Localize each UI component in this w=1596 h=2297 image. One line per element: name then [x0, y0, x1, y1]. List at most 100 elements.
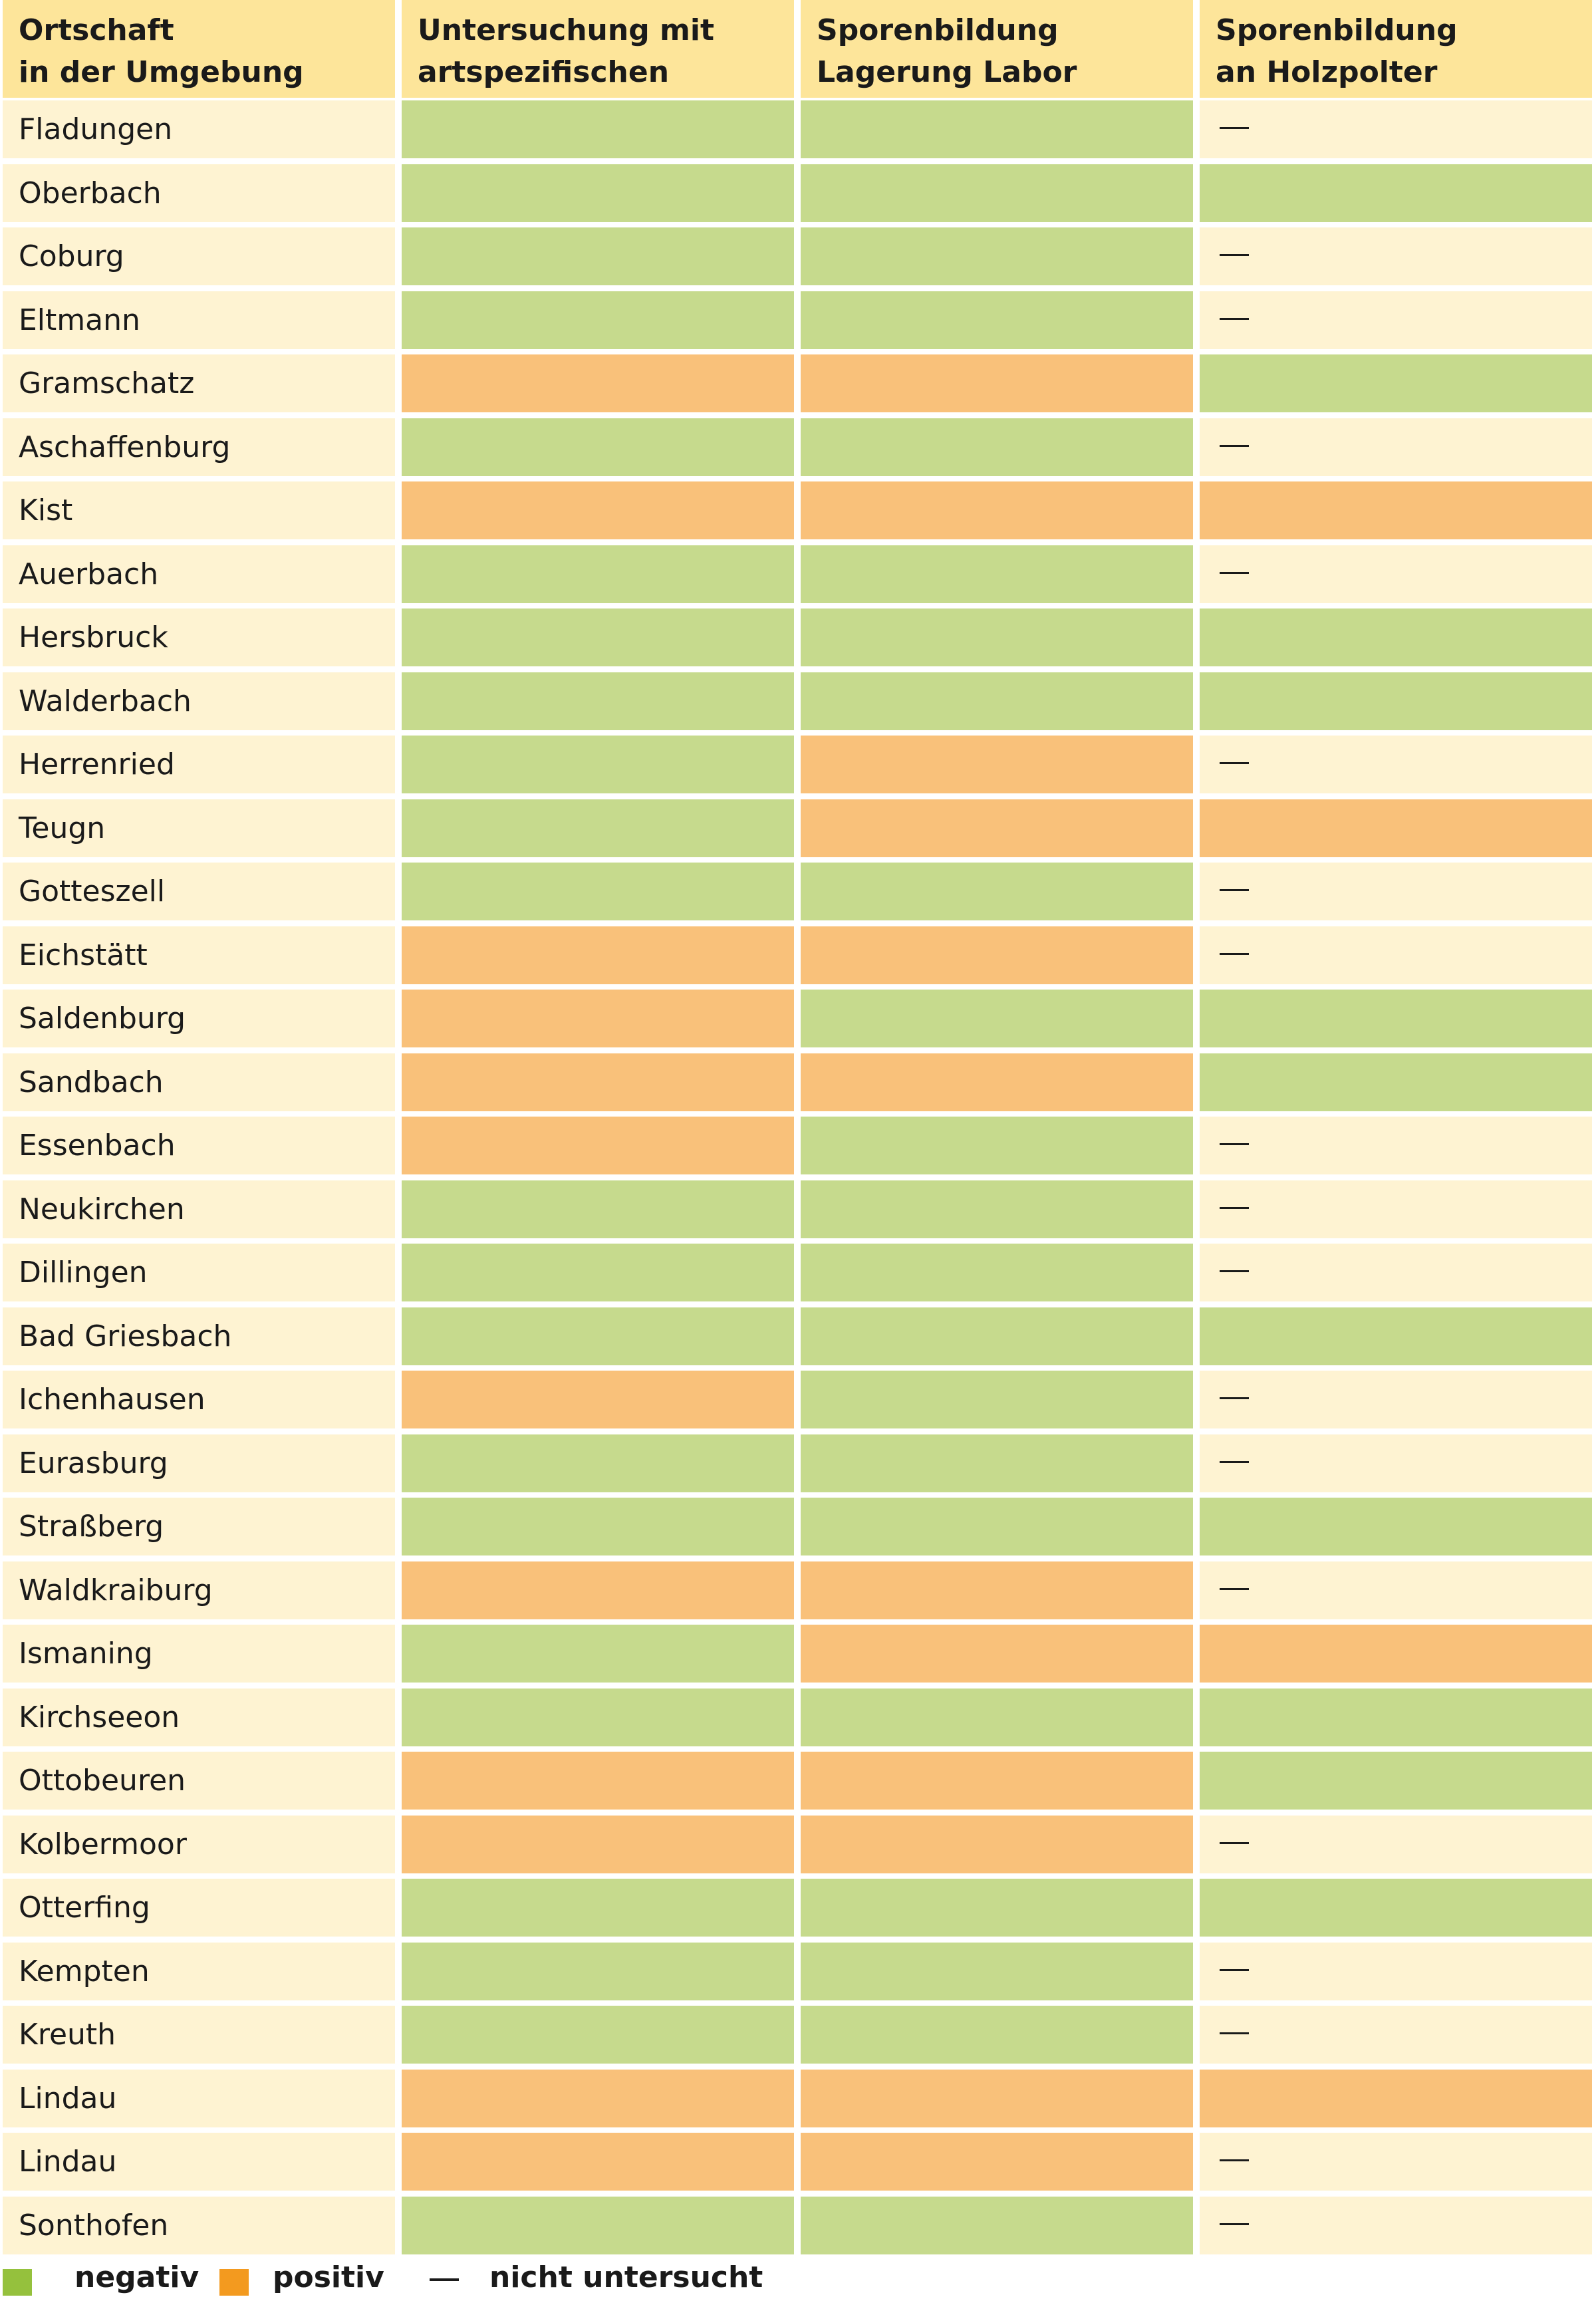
result-cell-positiv: [402, 926, 794, 984]
result-cell-negativ: [402, 736, 794, 793]
legend-negativ-swatch: [3, 2269, 32, 2296]
result-cell-negativ: [1200, 1688, 1592, 1746]
legend-positiv-swatch: [219, 2269, 249, 2296]
result-cell-nicht-untersucht: [1200, 418, 1592, 476]
row-location-name: Waldkraiburg: [3, 1561, 395, 1619]
legend-na-label: nicht untersucht: [489, 2260, 763, 2294]
result-cell-negativ: [402, 1879, 794, 1937]
row-location-name: Gotteszell: [3, 863, 395, 920]
result-cell-positiv: [801, 354, 1193, 412]
result-cell-negativ: [402, 164, 794, 222]
result-cell-negativ: [1200, 1879, 1592, 1937]
row-location-name: Eurasburg: [3, 1434, 395, 1492]
result-cell-positiv: [402, 354, 794, 412]
result-cell-nicht-untersucht: [1200, 1942, 1592, 2000]
result-cell-nicht-untersucht: [1200, 1180, 1592, 1238]
result-cell-negativ: [1200, 1498, 1592, 1555]
result-cell-nicht-untersucht: [1200, 736, 1592, 793]
result-cell-positiv: [402, 1815, 794, 1873]
not-examined-dash-icon: [1220, 952, 1249, 955]
result-cell-nicht-untersucht: [1200, 100, 1592, 158]
result-cell-negativ: [402, 1307, 794, 1365]
row-location-name: Straßberg: [3, 1498, 395, 1555]
result-cell-negativ: [402, 2006, 794, 2064]
result-cell-positiv: [402, 2133, 794, 2191]
result-cell-nicht-untersucht: [1200, 2006, 1592, 2064]
result-cell-positiv: [801, 1561, 1193, 1619]
result-cell-negativ: [801, 1117, 1193, 1174]
not-examined-dash-icon: [1220, 444, 1249, 447]
not-examined-dash-icon: [1220, 2223, 1249, 2225]
result-cell-negativ: [1200, 354, 1592, 412]
result-cell-positiv: [801, 1815, 1193, 1873]
row-location-name: Kolbermoor: [3, 1815, 395, 1873]
row-location-name: Sandbach: [3, 1053, 395, 1111]
not-examined-dash-icon: [1220, 317, 1249, 320]
result-cell-positiv: [1200, 481, 1592, 539]
row-location-name: Auerbach: [3, 545, 395, 603]
row-location-name: Kist: [3, 481, 395, 539]
header-sporenbildung-holzpolter: Sporenbildung an Holzpolter: [1200, 0, 1592, 98]
not-examined-dash-icon: [1220, 1587, 1249, 1590]
row-location-name: Teugn: [3, 799, 395, 857]
result-cell-nicht-untersucht: [1200, 863, 1592, 920]
legend: negativ positiv nicht untersucht: [0, 2258, 1596, 2297]
result-cell-positiv: [402, 2069, 794, 2127]
result-cell-positiv: [1200, 799, 1592, 857]
row-location-name: Neukirchen: [3, 1180, 395, 1238]
result-cell-nicht-untersucht: [1200, 1434, 1592, 1492]
not-examined-dash-icon: [1220, 889, 1249, 891]
result-cell-positiv: [801, 2133, 1193, 2191]
result-cell-positiv: [402, 1561, 794, 1619]
result-cell-negativ: [801, 672, 1193, 730]
result-cell-positiv: [801, 1625, 1193, 1683]
not-examined-dash-icon: [1220, 1206, 1249, 1209]
result-cell-negativ: [402, 227, 794, 285]
row-location-name: Essenbach: [3, 1117, 395, 1174]
row-location-name: Dillingen: [3, 1244, 395, 1301]
row-location-name: Ichenhausen: [3, 1371, 395, 1428]
row-location-name: Eichstätt: [3, 926, 395, 984]
row-location-name: Lindau: [3, 2069, 395, 2127]
row-location-name: Kirchseeon: [3, 1688, 395, 1746]
legend-na-dash-icon: [430, 2278, 459, 2281]
result-cell-positiv: [801, 736, 1193, 793]
result-cell-negativ: [801, 1688, 1193, 1746]
not-examined-dash-icon: [1220, 1841, 1249, 1844]
result-cell-negativ: [801, 990, 1193, 1047]
result-cell-nicht-untersucht: [1200, 1561, 1592, 1619]
result-cell-negativ: [402, 1434, 794, 1492]
row-location-name: Coburg: [3, 227, 395, 285]
result-cell-negativ: [801, 1879, 1193, 1937]
row-location-name: Ottobeuren: [3, 1752, 395, 1810]
result-cell-negativ: [1200, 1053, 1592, 1111]
header-primer-test: Untersuchung mit artspezifischen Primern: [402, 0, 794, 131]
row-location-name: Eltmann: [3, 291, 395, 349]
result-cell-positiv: [801, 799, 1193, 857]
row-location-name: Sonthofen: [3, 2196, 395, 2254]
result-cell-negativ: [402, 608, 794, 666]
result-cell-nicht-untersucht: [1200, 291, 1592, 349]
result-cell-nicht-untersucht: [1200, 2196, 1592, 2254]
not-examined-dash-icon: [1220, 762, 1249, 764]
result-cell-nicht-untersucht: [1200, 227, 1592, 285]
result-cell-positiv: [801, 2069, 1193, 2127]
result-cell-nicht-untersucht: [1200, 1244, 1592, 1301]
result-cell-negativ: [801, 2006, 1193, 2064]
row-location-name: Lindau: [3, 2133, 395, 2191]
row-location-name: Oberbach: [3, 164, 395, 222]
result-cell-positiv: [402, 1752, 794, 1810]
result-cell-negativ: [801, 418, 1193, 476]
result-cell-negativ: [801, 545, 1193, 603]
result-cell-negativ: [1200, 1752, 1592, 1810]
result-cell-nicht-untersucht: [1200, 1815, 1592, 1873]
result-cell-negativ: [402, 291, 794, 349]
result-cell-negativ: [402, 672, 794, 730]
result-cell-negativ: [402, 1688, 794, 1746]
result-cell-negativ: [801, 863, 1193, 920]
result-cell-negativ: [402, 1244, 794, 1301]
result-cell-positiv: [402, 481, 794, 539]
result-cell-negativ: [402, 418, 794, 476]
not-examined-dash-icon: [1220, 2159, 1249, 2161]
